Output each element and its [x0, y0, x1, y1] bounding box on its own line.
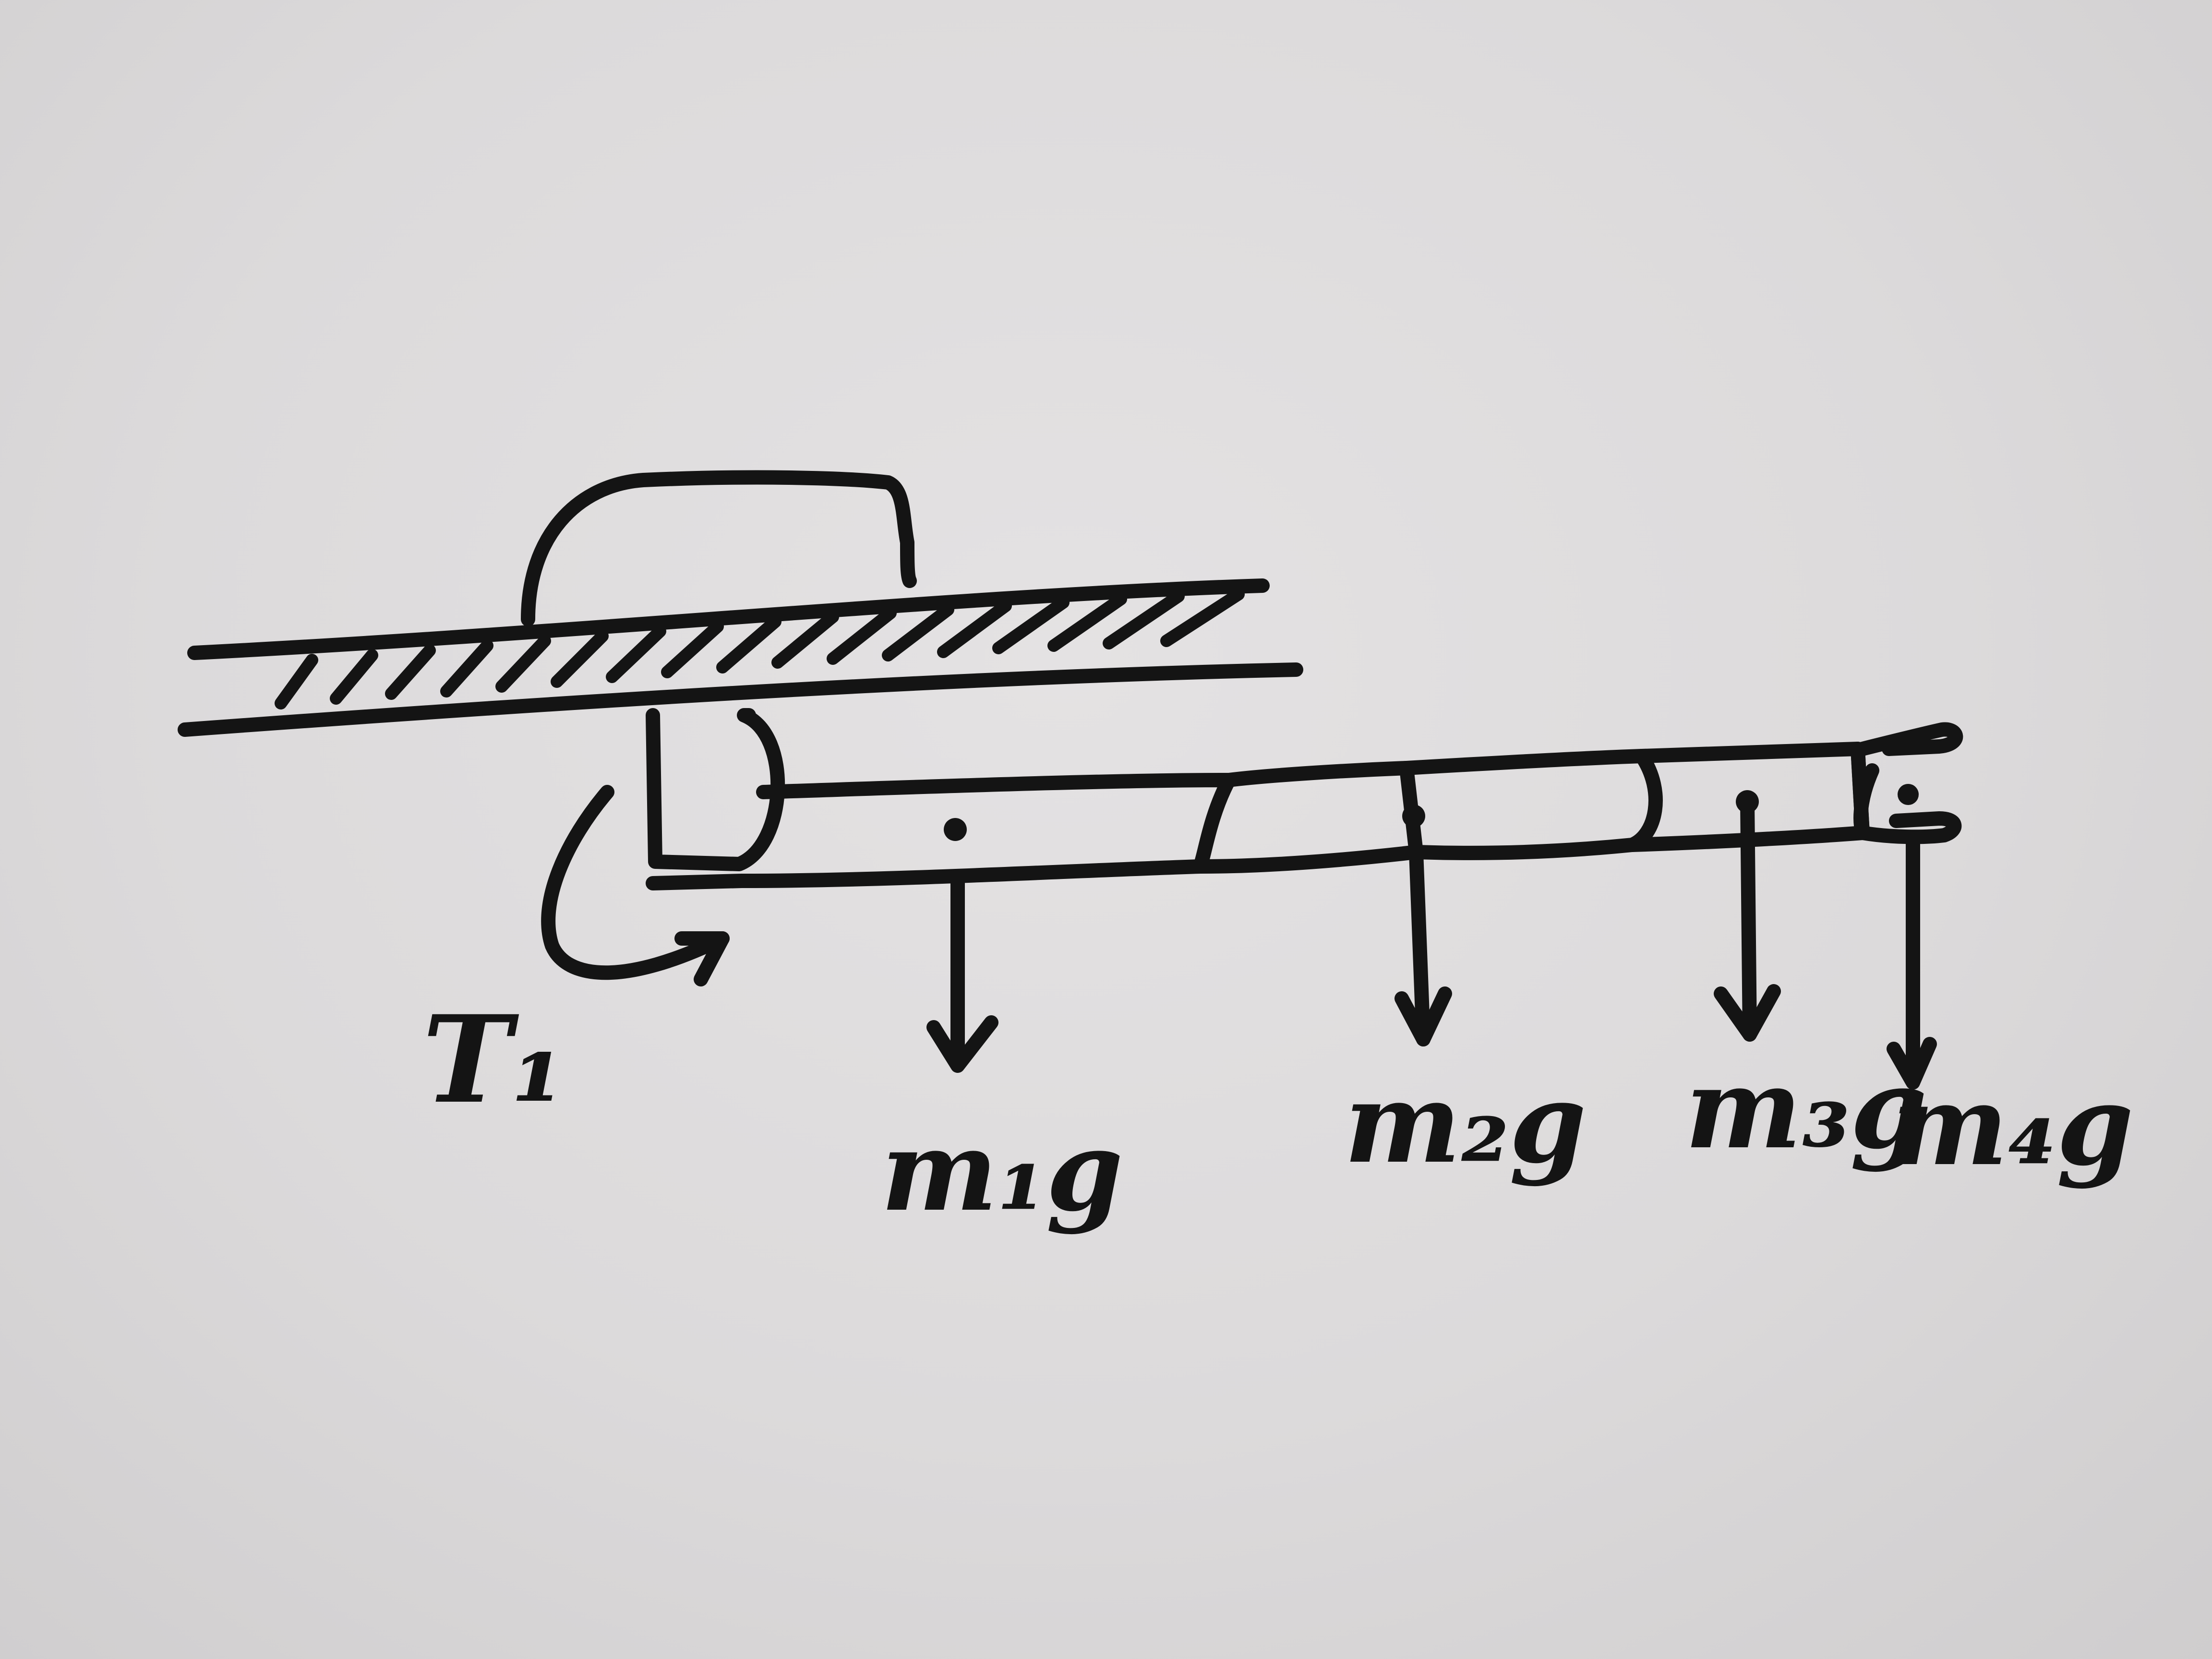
gravity-arrow-4 — [1887, 830, 1937, 1090]
torque-arrow — [541, 785, 730, 986]
ceiling-bottom-line — [178, 662, 1303, 737]
ceiling-hatching — [275, 588, 1245, 709]
gripper — [1851, 722, 1963, 844]
load-label-2: m₂g — [1344, 1058, 1587, 1188]
gravity-arrow-1 — [926, 871, 998, 1073]
gravity-arrow-3 — [1714, 794, 1781, 1042]
load-label-3: m₃g — [1685, 1044, 1927, 1174]
link-1 — [646, 773, 1236, 890]
torque-label: T₁ — [422, 989, 565, 1130]
link-2-center-of-mass — [1402, 805, 1425, 828]
link-1-center-of-mass — [944, 818, 967, 841]
ceiling-top-line — [187, 578, 1270, 660]
ceiling-support — [178, 470, 1303, 737]
gravity-arrow-2 — [1395, 845, 1452, 1046]
load-label-4: m₄g — [1891, 1061, 2134, 1190]
joint-2 — [1193, 761, 1423, 874]
load-label-1: m₁g — [881, 1106, 1123, 1236]
link-2 — [1399, 749, 1663, 860]
ceiling-bracket — [521, 470, 917, 626]
